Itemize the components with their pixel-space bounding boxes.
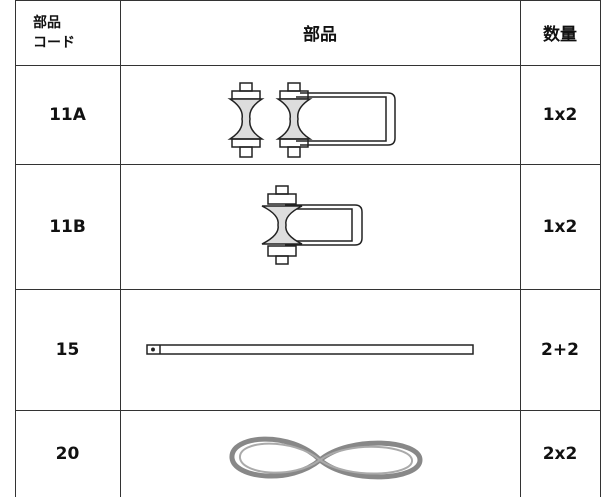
header-cell: 部品 [120, 0, 520, 65]
part-20 [229, 436, 423, 480]
code-cell: 20 [15, 410, 120, 497]
code: 11A [49, 104, 86, 125]
qty: 1x2 [542, 216, 578, 237]
code: 15 [55, 339, 80, 360]
qty-cell: 1x2 [520, 65, 600, 164]
header-cell: 部品 コード [15, 0, 120, 65]
qty-cell: 2x2 [520, 410, 600, 497]
rule [520, 0, 521, 497]
qty: 2+2 [541, 339, 579, 360]
rule [600, 0, 601, 497]
qty: 2x2 [542, 443, 578, 464]
part-11a [227, 82, 396, 158]
code: 11B [49, 216, 86, 237]
header-text: 部品 [303, 25, 337, 45]
qty-cell: 1x2 [520, 164, 600, 289]
rule [15, 0, 600, 1]
header-text: コード [33, 34, 75, 51]
header-text: 数量 [543, 25, 577, 45]
code-cell: 11A [15, 65, 120, 164]
rule [15, 289, 600, 290]
header-cell: 数量 [520, 0, 600, 65]
rule [15, 65, 600, 66]
part-11b [261, 185, 363, 265]
qty: 1x2 [542, 104, 578, 125]
rule [15, 410, 600, 411]
code-cell: 15 [15, 289, 120, 410]
rule [15, 164, 600, 165]
qty-cell: 2+2 [520, 289, 600, 410]
part-15 [146, 344, 474, 355]
code-cell: 11B [15, 164, 120, 289]
rule [120, 0, 121, 497]
rule [15, 0, 16, 497]
code: 20 [55, 443, 80, 464]
header-text: 部品 [33, 14, 61, 31]
